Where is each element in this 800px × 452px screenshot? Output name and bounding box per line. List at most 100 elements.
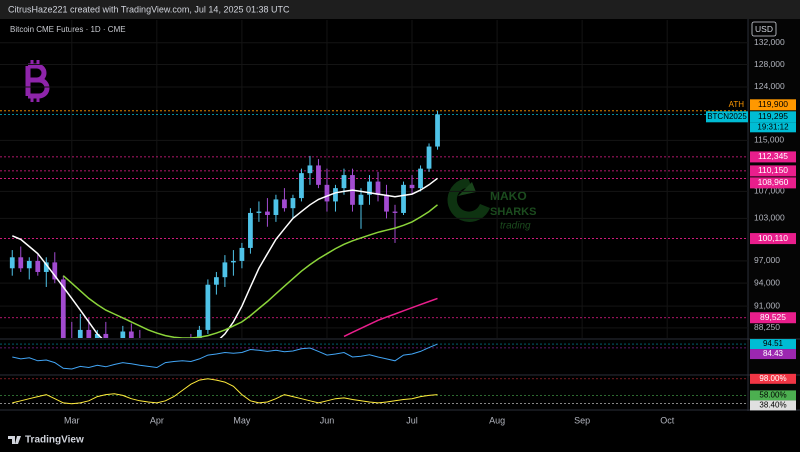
main-pane	[0, 20, 748, 338]
moving-average	[62, 204, 438, 338]
header-bar	[0, 0, 800, 19]
candle-body	[316, 165, 321, 185]
candle-body	[341, 175, 347, 189]
candle-body	[86, 329, 92, 338]
price-tag-label: 89,525	[760, 312, 786, 322]
level-tag-label: 84.43	[763, 349, 784, 358]
candle-body	[435, 114, 440, 147]
logo-shape	[30, 60, 40, 102]
watermark-icon	[447, 178, 490, 222]
candle-body	[256, 211, 262, 213]
price-tag-label: 108,960	[758, 177, 789, 187]
price-tag	[750, 233, 796, 245]
candle-body	[248, 212, 253, 248]
candle-body	[282, 199, 287, 209]
candle-body	[43, 262, 49, 272]
moving-average	[12, 177, 438, 338]
candle-body	[358, 194, 364, 205]
x-tick-label: Sep	[574, 415, 590, 425]
indicator-line	[12, 378, 438, 405]
candle-body	[103, 333, 109, 338]
logo-icon	[8, 436, 21, 444]
chart-title: Bitcoin CME Futures · 1D · CME	[10, 25, 126, 34]
candle-body	[77, 329, 83, 338]
price-tag-label: 110,150	[758, 165, 788, 175]
level-tag	[750, 400, 796, 411]
candle-body	[307, 165, 313, 174]
candle-body	[324, 184, 330, 202]
moving-average	[343, 297, 438, 338]
x-tick-label: Aug	[489, 415, 505, 425]
x-tick-label: Mar	[64, 415, 80, 425]
y-tick-label: 88,250	[754, 322, 780, 332]
x-tick-label: May	[233, 415, 251, 425]
candle-body	[35, 260, 41, 272]
x-tick-label: Jun	[320, 415, 335, 425]
axis-layer: 132,000 128,000 124,000 115,000 107,000 103,0…	[64, 37, 796, 425]
candle-body	[18, 257, 24, 269]
header-text: CitrusHaze221 created with TradingView.c…	[8, 4, 290, 14]
ath-label: ATH	[729, 100, 745, 109]
candle-body	[214, 277, 219, 285]
level-tag-label: 94.51	[763, 339, 784, 348]
footer-logo-text: TradingView	[25, 435, 84, 446]
price-tag-label: 100,110	[758, 233, 788, 243]
x-tick-label: Jul	[406, 415, 418, 425]
price-tag	[750, 122, 796, 133]
candle-body	[290, 198, 296, 209]
price-tag	[750, 111, 796, 123]
candle-body	[299, 173, 304, 199]
candle-body	[9, 257, 15, 269]
candle-body	[239, 247, 245, 261]
candle-body	[60, 279, 66, 338]
indicator-pane	[0, 343, 748, 370]
candle-body	[401, 184, 406, 213]
candle-body	[375, 181, 381, 195]
level-tag	[750, 390, 796, 401]
price-tag-label: 119,295	[758, 111, 788, 121]
price-tag-label: 119,900	[758, 99, 788, 109]
footer-logo	[8, 436, 21, 444]
y-tick-label: 107,000	[754, 186, 785, 196]
y-tick-label: 115,000	[754, 135, 784, 145]
level-tag	[750, 339, 796, 350]
logo-shape	[25, 63, 50, 99]
candle-body	[222, 262, 228, 278]
candle-body	[128, 331, 134, 338]
indicator-pane	[0, 378, 748, 405]
watermark-text: trading	[500, 221, 531, 232]
price-tag	[750, 165, 796, 177]
x-tick-label: Oct	[660, 415, 675, 425]
symbol-tag-label: BTCN2025	[707, 112, 747, 121]
watermark-icon	[458, 182, 476, 196]
candle-body	[205, 284, 211, 330]
candle-body	[273, 199, 279, 215]
candle-body	[426, 146, 432, 169]
x-tick-label: Apr	[150, 415, 164, 425]
currency[interactable]: USD	[755, 24, 773, 34]
candle-body	[333, 188, 338, 202]
y-tick-label: 97,000	[754, 255, 780, 265]
level-tag	[750, 349, 796, 360]
level-tag-label: 58.00%	[759, 391, 786, 400]
candle-body	[26, 260, 32, 269]
y-tick-label: 94,000	[754, 277, 780, 287]
candle-body	[231, 260, 236, 263]
price-tag	[750, 312, 796, 324]
candle-body	[367, 181, 372, 195]
watermark-text: SHARKS	[490, 206, 536, 218]
candle-body	[120, 331, 126, 338]
y-tick-label: 124,000	[754, 81, 785, 91]
candle-body	[52, 262, 58, 280]
price-tag	[750, 99, 796, 111]
y-tick-label: 103,000	[754, 213, 785, 223]
price-tag-label: 112,345	[758, 151, 788, 161]
indicator-line	[12, 343, 438, 370]
level-tag	[750, 373, 796, 384]
candle-body	[409, 184, 415, 189]
candle-body	[392, 211, 398, 213]
currency-box[interactable]	[751, 21, 777, 37]
candle-body	[418, 168, 423, 189]
level-tag-label: 38.40%	[759, 401, 786, 410]
